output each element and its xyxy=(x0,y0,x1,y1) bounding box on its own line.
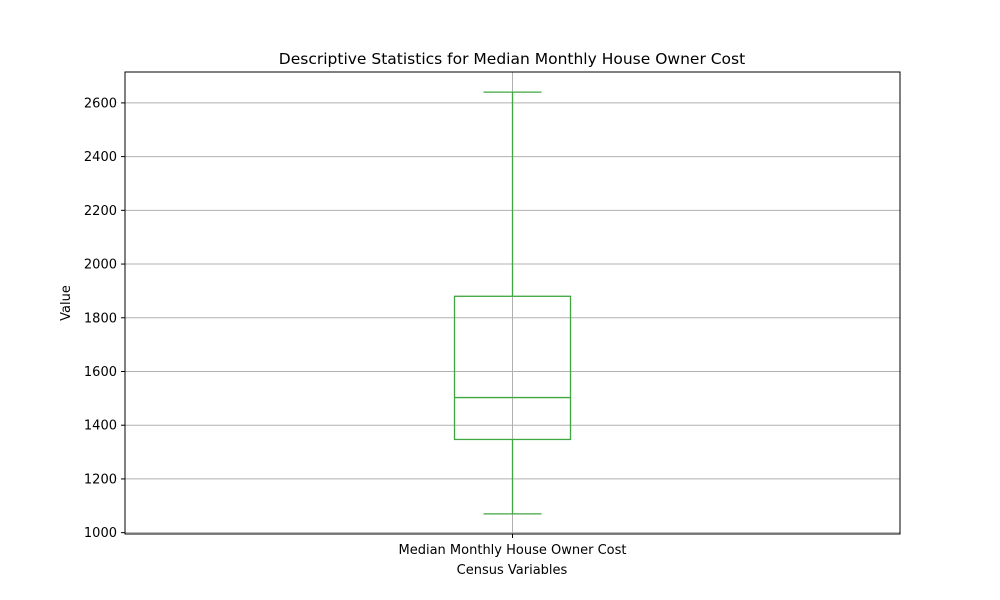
y-tick-label: 1800 xyxy=(84,311,117,326)
y-axis-label: Value xyxy=(59,285,74,321)
y-tick-label: 1200 xyxy=(84,472,117,487)
box-plot-series xyxy=(453,91,572,515)
y-tick-label: 2400 xyxy=(84,150,117,165)
y-tick-label: 1400 xyxy=(84,419,117,434)
axis-ticks: 1000 1200 1400 1600 1800 2000 2200 2400 2600 Medi… xyxy=(84,96,627,558)
y-tick-label: 2000 xyxy=(84,258,117,273)
x-axis-label: Census Variables xyxy=(457,563,568,578)
y-tick-label: 2600 xyxy=(84,96,117,111)
x-tick-label: Median Monthly House Owner Cost xyxy=(399,543,627,558)
y-tick-label: 1600 xyxy=(84,365,117,380)
y-tick-label: 2200 xyxy=(84,204,117,219)
y-tick-label: 1000 xyxy=(84,526,117,541)
chart-title: Descriptive Statistics for Median Monthl… xyxy=(279,50,745,68)
box-group xyxy=(453,91,572,515)
